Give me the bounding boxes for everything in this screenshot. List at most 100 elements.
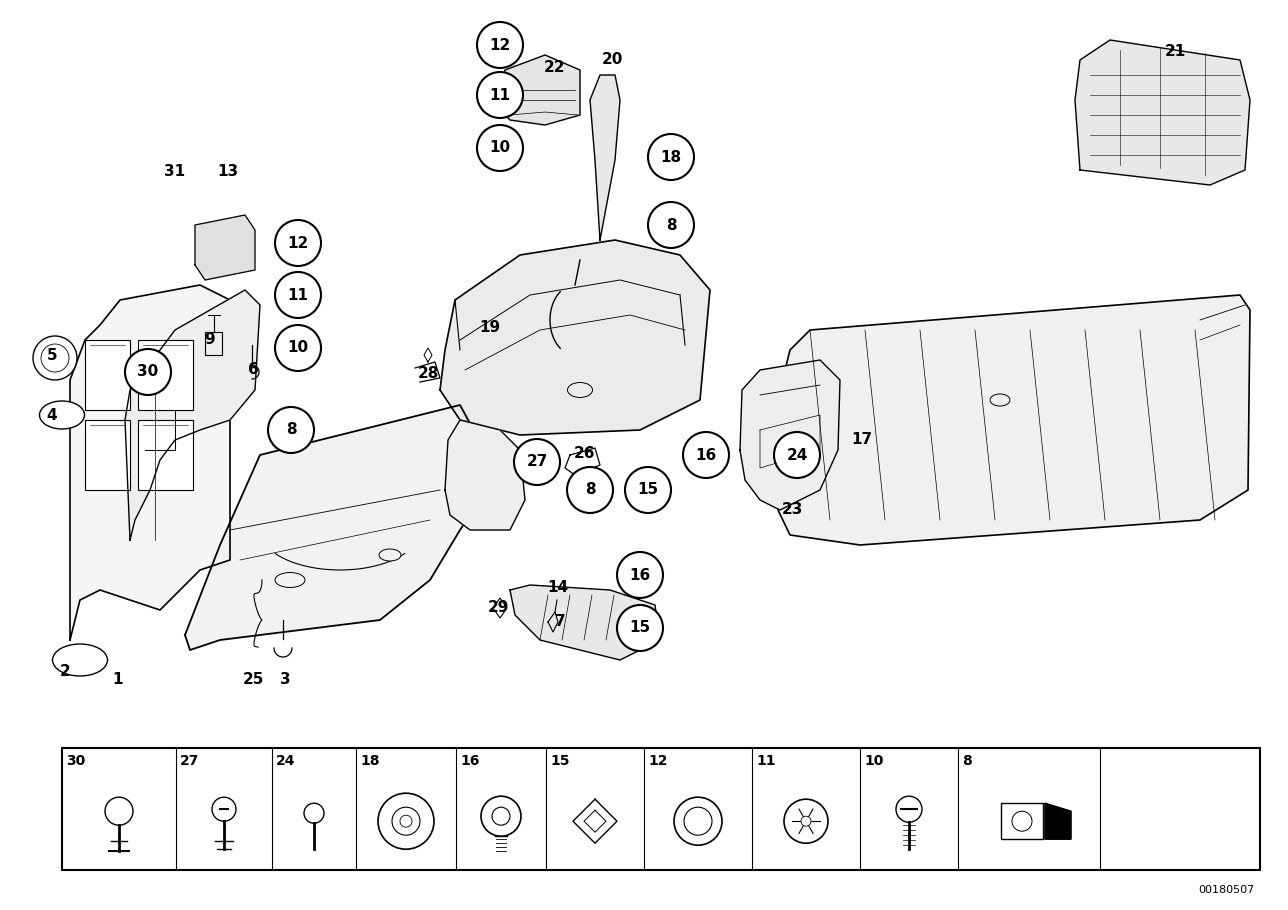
Circle shape [125, 349, 171, 395]
Text: 4: 4 [46, 408, 57, 422]
Ellipse shape [379, 549, 401, 561]
Text: 18: 18 [361, 754, 380, 768]
Text: 19: 19 [479, 320, 501, 336]
Circle shape [304, 804, 325, 824]
Text: 24: 24 [786, 448, 808, 462]
Text: 8: 8 [666, 217, 676, 232]
Circle shape [896, 796, 922, 823]
Text: 8: 8 [962, 754, 971, 768]
Polygon shape [1075, 40, 1249, 185]
Text: 14: 14 [547, 581, 568, 595]
Text: 29: 29 [487, 601, 509, 615]
Polygon shape [194, 215, 255, 280]
Text: 11: 11 [287, 288, 309, 302]
Circle shape [784, 799, 828, 844]
Text: 00180507: 00180507 [1199, 885, 1255, 895]
Text: 12: 12 [489, 37, 510, 53]
Polygon shape [1045, 804, 1072, 839]
Text: 12: 12 [287, 236, 309, 250]
Circle shape [492, 807, 510, 825]
Bar [138, 340, 193, 410]
Circle shape [648, 202, 694, 248]
Circle shape [276, 325, 321, 371]
Circle shape [276, 272, 321, 318]
Circle shape [1012, 811, 1032, 831]
Circle shape [33, 336, 77, 380]
Circle shape [106, 797, 133, 825]
Text: 7: 7 [555, 614, 565, 630]
Text: 8: 8 [286, 422, 296, 438]
Circle shape [477, 72, 523, 118]
Circle shape [625, 467, 671, 513]
Circle shape [392, 807, 420, 835]
Circle shape [41, 344, 70, 372]
Text: 6: 6 [247, 362, 259, 378]
Circle shape [674, 797, 723, 845]
Circle shape [683, 432, 729, 478]
Circle shape [480, 796, 522, 836]
Text: 23: 23 [782, 502, 802, 518]
Text: 28: 28 [417, 366, 439, 380]
Circle shape [377, 794, 434, 849]
Circle shape [617, 605, 663, 651]
Bar [85, 340, 130, 410]
Polygon shape [500, 55, 580, 125]
Text: 20: 20 [601, 53, 622, 67]
Polygon shape [125, 290, 260, 540]
Circle shape [684, 807, 712, 835]
Text: 10: 10 [864, 754, 884, 768]
Text: 27: 27 [180, 754, 200, 768]
Bar [138, 420, 193, 490]
Text: 27: 27 [527, 454, 547, 470]
Text: 15: 15 [638, 482, 658, 498]
Text: 16: 16 [696, 448, 716, 462]
Polygon shape [741, 360, 840, 510]
Polygon shape [70, 285, 231, 640]
Circle shape [801, 816, 811, 826]
Text: 8: 8 [585, 482, 595, 498]
Circle shape [514, 439, 560, 485]
Text: 11: 11 [756, 754, 775, 768]
Text: 3: 3 [279, 672, 290, 687]
Text: 31: 31 [165, 165, 185, 179]
Circle shape [213, 797, 236, 821]
Circle shape [276, 220, 321, 266]
Text: 12: 12 [648, 754, 667, 768]
Text: 30: 30 [66, 754, 85, 768]
Circle shape [617, 552, 663, 598]
Text: 13: 13 [218, 165, 238, 179]
Text: 10: 10 [287, 340, 309, 356]
Text: 16: 16 [630, 568, 650, 582]
Text: 9: 9 [205, 332, 215, 348]
Text: 15: 15 [630, 621, 650, 635]
Polygon shape [444, 420, 526, 530]
Polygon shape [590, 75, 620, 240]
Text: 5: 5 [46, 348, 57, 362]
Text: 18: 18 [661, 149, 681, 165]
Polygon shape [775, 295, 1249, 545]
Ellipse shape [276, 572, 305, 588]
Text: 17: 17 [851, 432, 872, 448]
Circle shape [268, 407, 314, 453]
Ellipse shape [53, 644, 107, 676]
Text: 26: 26 [574, 446, 596, 460]
Ellipse shape [40, 401, 85, 429]
Circle shape [774, 432, 820, 478]
Text: 1: 1 [113, 672, 124, 687]
Ellipse shape [568, 382, 592, 398]
Text: 24: 24 [276, 754, 295, 768]
Text: 10: 10 [489, 140, 510, 156]
Text: 21: 21 [1164, 45, 1186, 59]
Bar [85, 420, 130, 490]
Ellipse shape [990, 394, 1010, 406]
Bar [1001, 804, 1043, 839]
Polygon shape [185, 405, 495, 650]
Circle shape [477, 22, 523, 68]
Text: 22: 22 [545, 59, 565, 75]
Text: 16: 16 [460, 754, 479, 768]
Polygon shape [573, 799, 617, 844]
Text: 25: 25 [242, 672, 264, 687]
Circle shape [648, 134, 694, 180]
Text: 30: 30 [138, 365, 158, 379]
Text: 11: 11 [489, 87, 510, 103]
